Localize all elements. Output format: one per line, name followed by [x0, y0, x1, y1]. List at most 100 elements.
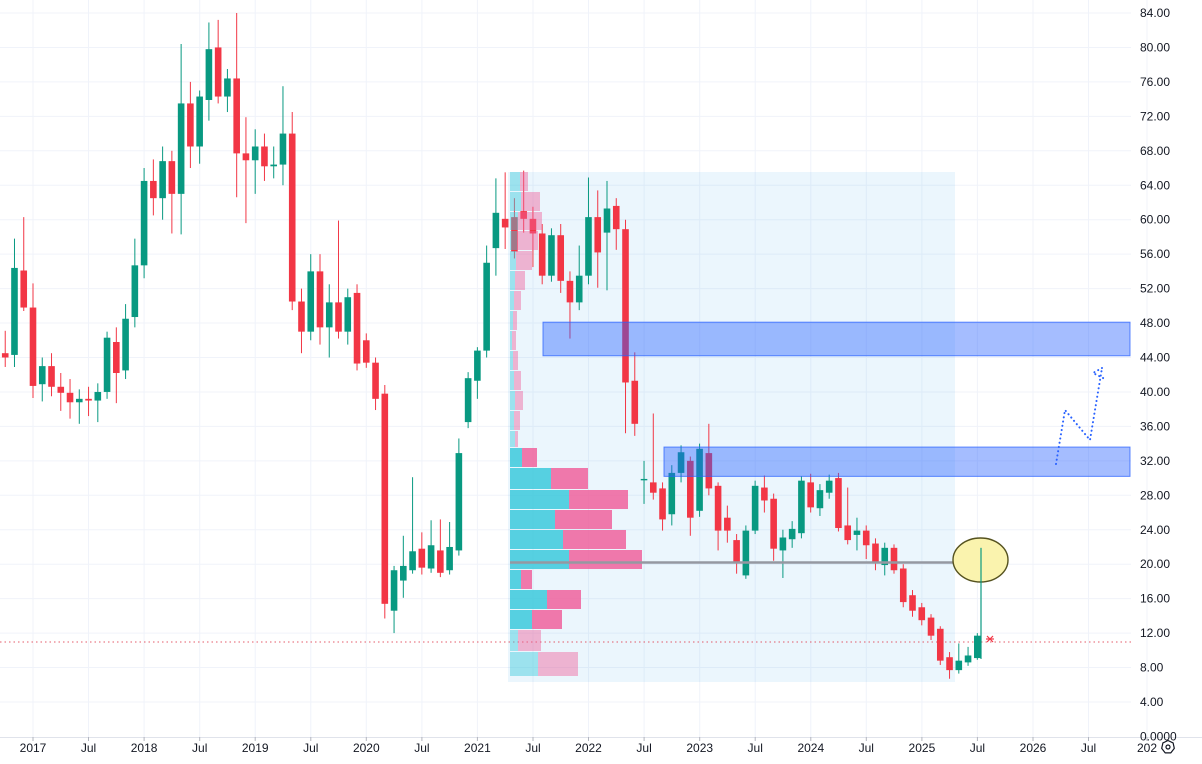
profile-sell-bar: [517, 231, 538, 250]
candle: [575, 245, 583, 311]
candle: [918, 602, 926, 626]
candle-body: [918, 607, 926, 621]
candle: [668, 465, 676, 526]
price-axis[interactable]: 84.00 80.00 76.00 72.00 68.00 64.00 60.00 56.00…: [1140, 6, 1177, 743]
profile-sell-bar: [569, 550, 642, 569]
candle-body: [325, 302, 333, 328]
candle: [279, 86, 287, 186]
candle: [640, 460, 648, 504]
time-tick-label: 2024: [797, 741, 824, 755]
candle-body: [631, 380, 639, 424]
candle-body: [409, 551, 416, 571]
profile-buy-bar: [510, 251, 516, 270]
candle: [538, 224, 546, 285]
supply-zone-lower[interactable]: [663, 446, 1131, 477]
profile-buy-bar: [510, 371, 514, 390]
candle: [187, 81, 194, 169]
candle-body: [714, 485, 722, 531]
candle: [566, 271, 574, 339]
candle-body: [187, 103, 194, 147]
candle: [418, 532, 426, 575]
candle-body: [659, 488, 666, 520]
price-tick-label: 20.00: [1140, 557, 1170, 571]
profile-sell-bar: [547, 590, 581, 609]
price-tick-label: 36.00: [1140, 419, 1170, 433]
candle: [122, 304, 129, 380]
price-tick-label: 80.00: [1140, 40, 1170, 54]
candle-body: [390, 570, 398, 611]
profile-sell-bar: [521, 570, 532, 589]
candle-body: [677, 452, 685, 473]
breakout-arrow[interactable]: [1055, 367, 1106, 465]
candle: [724, 505, 731, 543]
profile-buy-bar: [510, 550, 569, 569]
candle: [140, 168, 148, 279]
candle-body: [770, 498, 777, 549]
candle: [557, 224, 565, 293]
candle-body: [881, 547, 889, 566]
profile-buy-bar: [510, 391, 515, 410]
price-tick-label: 40.00: [1140, 385, 1170, 399]
candle: [649, 413, 657, 500]
candle-body: [548, 235, 555, 276]
price-marker-icon: [986, 635, 994, 643]
candle: [881, 542, 889, 576]
profile-sell-bar: [513, 351, 518, 370]
candle-body: [575, 275, 583, 303]
candle: [372, 357, 379, 411]
candle: [261, 133, 268, 181]
price-tick-label: 72.00: [1140, 109, 1170, 123]
time-axis[interactable]: 2017 Jul 2018 Jul 2019 Jul 2020 Jul 2021 Jul 2022 J…: [20, 737, 1158, 755]
candle-body: [955, 660, 963, 671]
candle: [455, 438, 463, 556]
price-tick-label: 0.0000: [1140, 729, 1177, 743]
candle: [705, 423, 713, 496]
profile-sell-bar: [512, 331, 516, 350]
profile-buy-bar: [510, 468, 551, 489]
profile-buy-bar: [510, 570, 521, 589]
profile-sell-bar: [569, 490, 628, 509]
candle-body: [103, 337, 111, 392]
candlesticks: [1, 13, 981, 679]
candle-body: [779, 537, 787, 551]
candle-body: [38, 366, 46, 385]
profile-sell-bar: [515, 391, 523, 410]
candle-body: [279, 133, 287, 165]
profile-buy-bar: [510, 630, 518, 651]
price-tick-label: 56.00: [1140, 247, 1170, 261]
candle-body: [196, 96, 203, 147]
candle: [11, 238, 18, 367]
candle: [66, 379, 74, 419]
volume-profile[interactable]: [510, 172, 642, 676]
eye-icon[interactable]: [1161, 739, 1175, 754]
candle-body: [594, 217, 602, 253]
candle-body: [168, 161, 176, 194]
candle: [196, 90, 203, 164]
candle-body: [48, 366, 55, 387]
time-tick-label: Jul: [192, 741, 207, 755]
candle: [798, 476, 805, 539]
candle-body: [733, 540, 740, 564]
candle: [612, 198, 620, 250]
time-tick-label: Jul: [748, 741, 763, 755]
candle: [400, 535, 407, 598]
profile-buy-bar: [510, 291, 514, 310]
backdrop-region[interactable]: [508, 172, 955, 682]
candle-body: [668, 472, 676, 515]
candle: [38, 357, 46, 402]
candle: [94, 383, 102, 423]
candle-body: [177, 103, 185, 194]
time-tick-label: 2021: [464, 741, 491, 755]
candle-body: [807, 482, 814, 508]
candle-body: [835, 478, 842, 529]
candle-body: [437, 550, 444, 573]
profile-buy-bar: [510, 172, 520, 191]
profile-buy-bar: [510, 448, 522, 467]
candle-body: [400, 565, 407, 581]
price-tick-label: 12.00: [1140, 626, 1170, 640]
candle-body: [751, 485, 759, 531]
candle-body: [696, 448, 703, 511]
profile-buy-bar: [510, 411, 514, 430]
supply-zone-upper[interactable]: [542, 321, 1131, 357]
